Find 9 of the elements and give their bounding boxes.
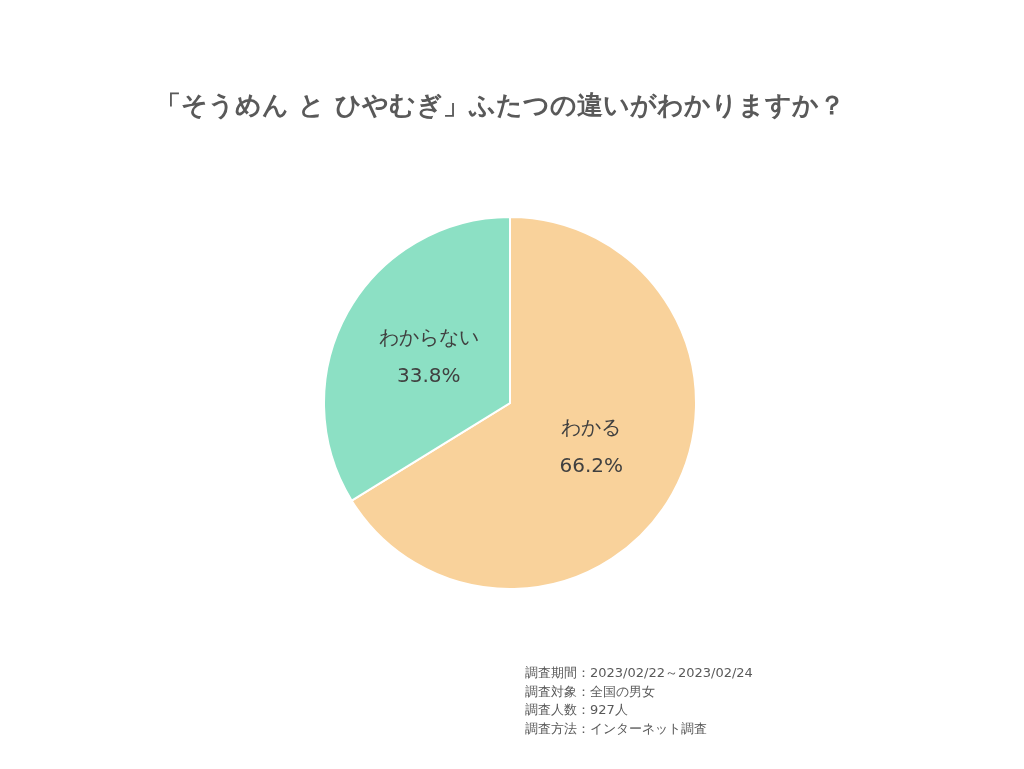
text: 調査対象：全国の男女: [525, 683, 655, 699]
chart-title: 「そうめん と ひやむぎ」ふたつの違いがわかりますか？: [155, 90, 845, 120]
text: 調査方法：インターネット調査: [525, 720, 707, 736]
text: 調査期間：2023/02/22～2023/02/24: [525, 665, 753, 680]
data-label: 33.8%: [397, 362, 461, 387]
data-label: 66.2%: [559, 453, 623, 478]
slice-label: わかる: [561, 415, 622, 440]
text: 調査人数：927人: [525, 702, 628, 717]
slice-label: わからない: [378, 324, 479, 349]
